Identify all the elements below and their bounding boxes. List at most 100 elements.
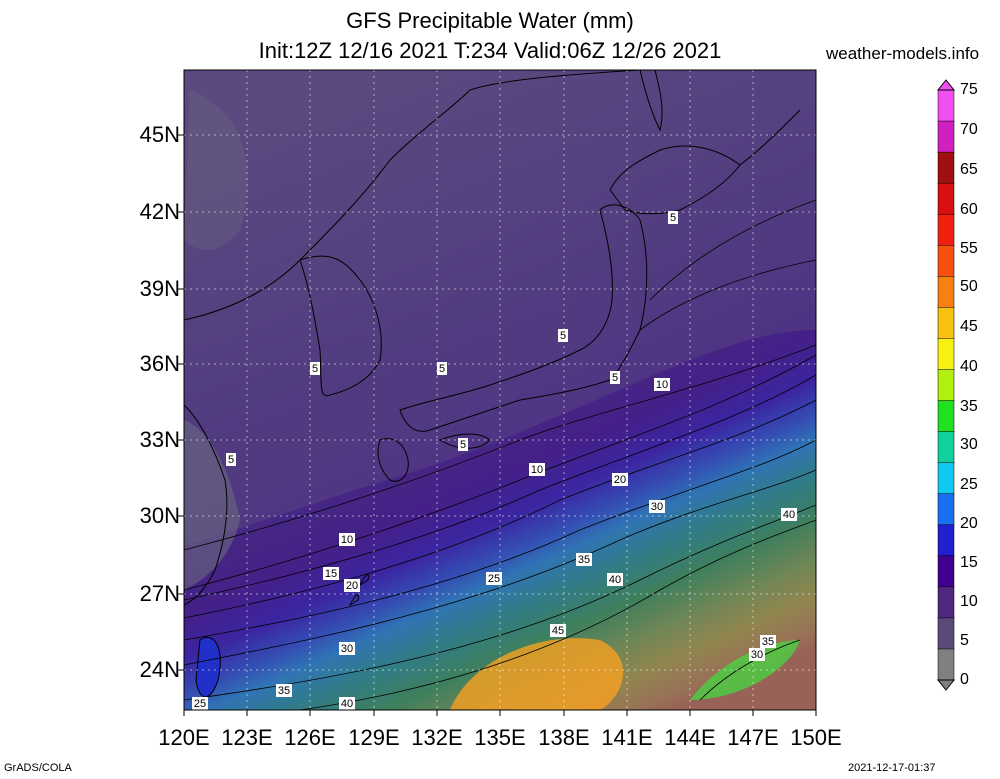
colorbar-swatch <box>937 338 955 371</box>
map-title: GFS Precipitable Water (mm) <box>346 8 634 33</box>
contour-label: 30 <box>749 648 765 661</box>
colorbar-swatch <box>937 462 955 495</box>
axis-ticks <box>178 134 817 716</box>
lon-label: 138E <box>538 725 590 750</box>
colorbar-swatch <box>937 555 955 588</box>
colorbar-label: 70 <box>960 121 978 138</box>
contour-label: 30 <box>649 500 665 513</box>
lon-label: 129E <box>348 725 400 750</box>
svg-text:5: 5 <box>670 212 676 224</box>
svg-text:40: 40 <box>609 574 621 586</box>
lat-label: 24N <box>139 657 180 682</box>
lat-label: 45N <box>139 122 180 147</box>
svg-text:40: 40 <box>783 509 795 521</box>
lon-label: 144E <box>664 725 716 750</box>
colorbar-swatch <box>937 276 955 309</box>
lon-label: 123E <box>221 725 273 750</box>
svg-text:10: 10 <box>531 464 543 476</box>
coastlines <box>184 70 801 698</box>
contour-label: 35 <box>276 684 292 697</box>
contour-label: 20 <box>612 473 628 486</box>
contour-label: 40 <box>339 697 355 710</box>
pw-field: 5 5 5 5 5 5 5 10 10 10 15 20 20 25 25 30… <box>184 70 816 710</box>
svg-text:30: 30 <box>651 501 663 513</box>
lat-label: 42N <box>139 199 180 224</box>
colorbar-label: 25 <box>960 476 978 493</box>
svg-text:5: 5 <box>560 330 566 342</box>
svg-text:5: 5 <box>312 363 318 375</box>
svg-text:10: 10 <box>656 379 668 391</box>
svg-text:10: 10 <box>341 534 353 546</box>
contour-label-group: 5 5 5 5 5 5 5 10 10 10 15 20 20 25 25 30… <box>192 211 797 710</box>
contour-label: 5 <box>668 211 678 224</box>
colorbar-label: 45 <box>960 318 978 335</box>
colorbar-label: 75 <box>960 81 978 98</box>
contour-label: 5 <box>458 438 468 451</box>
contour-lines <box>184 199 816 710</box>
lon-label: 141E <box>601 725 653 750</box>
colorbar <box>936 79 956 691</box>
svg-text:35: 35 <box>762 636 774 648</box>
contour-label: 10 <box>529 463 545 476</box>
contour-label: 15 <box>323 567 339 580</box>
svg-text:45: 45 <box>552 625 564 637</box>
svg-text:35: 35 <box>278 685 290 697</box>
footer-credit: GrADS/COLA <box>4 762 72 774</box>
colorbar-swatch <box>937 213 955 247</box>
colorbar-label: 15 <box>960 554 978 571</box>
lon-label: 132E <box>411 725 463 750</box>
contour-label: 5 <box>226 453 236 466</box>
lon-label: 135E <box>474 725 526 750</box>
colorbar-swatch <box>937 617 955 650</box>
colorbar-label: 30 <box>960 436 978 453</box>
lon-label: 126E <box>284 725 336 750</box>
colorbar-swatch <box>937 307 955 340</box>
colorbar-label: 60 <box>960 201 978 218</box>
colorbar-swatch <box>937 586 955 619</box>
contour-label: 35 <box>760 635 776 648</box>
colorbar-swatch <box>937 400 955 433</box>
contour-label: 40 <box>781 508 797 521</box>
colorbar-swatch <box>937 120 955 153</box>
colorbar-label: 40 <box>960 358 978 375</box>
lat-label: 33N <box>139 427 180 452</box>
colorbar-swatch <box>937 493 955 526</box>
svg-text:25: 25 <box>488 573 500 585</box>
colorbar-swatch <box>937 245 955 278</box>
svg-text:20: 20 <box>614 474 626 486</box>
colorbar-label: 10 <box>960 593 978 610</box>
contour-label: 5 <box>558 329 568 342</box>
contour-label: 40 <box>607 573 623 586</box>
contour-label: 25 <box>192 697 208 710</box>
colorbar-swatch <box>937 648 955 681</box>
lon-label: 120E <box>158 725 210 750</box>
colorbar-swatch <box>937 151 955 184</box>
svg-text:5: 5 <box>439 363 445 375</box>
lat-label: 36N <box>139 351 180 376</box>
footer-timestamp: 2021-12-17-01:37 <box>848 762 936 774</box>
colorbar-swatch <box>937 369 955 402</box>
lon-label: 150E <box>790 725 842 750</box>
contour-label: 30 <box>339 642 355 655</box>
svg-text:5: 5 <box>228 454 234 466</box>
colorbar-label: 35 <box>960 398 978 415</box>
svg-text:30: 30 <box>751 649 763 661</box>
site-label: weather-models.info <box>826 44 980 63</box>
contour-label: 5 <box>437 362 447 375</box>
lon-label: 147E <box>727 725 779 750</box>
svg-text:5: 5 <box>612 372 618 384</box>
svg-text:25: 25 <box>194 698 206 710</box>
contour-label: 45 <box>550 624 566 637</box>
contour-label: 5 <box>610 371 620 384</box>
contour-label: 25 <box>486 572 502 585</box>
svg-text:40: 40 <box>341 698 353 710</box>
colorbar-label: 5 <box>960 632 969 649</box>
colorbar-label: 65 <box>960 161 978 178</box>
contour-label: 5 <box>310 362 320 375</box>
colorbar-label: 50 <box>960 278 978 295</box>
contour-label: 35 <box>576 553 592 566</box>
svg-text:20: 20 <box>346 580 358 592</box>
colorbar-swatch <box>937 431 955 464</box>
colorbar-label: 55 <box>960 240 978 257</box>
